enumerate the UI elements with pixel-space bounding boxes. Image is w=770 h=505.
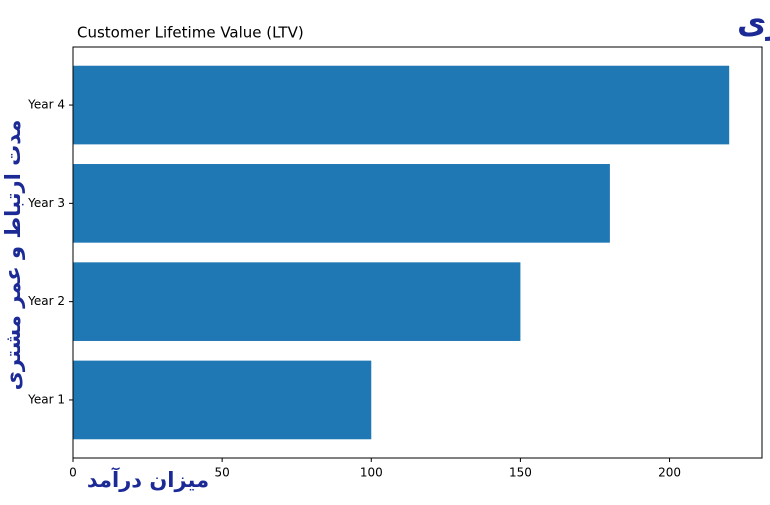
y-tick-label: Year 4 [27, 98, 65, 112]
bar [73, 65, 730, 145]
x-tick-label: 0 [69, 466, 77, 480]
bar [73, 164, 610, 243]
chart-title-fa: نمودار عمر و ماندگاری مشتری [737, 3, 770, 41]
y-axis-label: مدت ارتباط و عمر مشتری [1, 120, 25, 391]
x-tick-label: 150 [509, 466, 532, 480]
plot-frame [72, 46, 763, 459]
x-tick-label: 50 [214, 466, 229, 480]
x-tick-label: 100 [360, 466, 383, 480]
bar [73, 262, 521, 341]
chart-title: Customer Lifetime Value (LTV) [77, 24, 304, 42]
y-tick-label: Year 1 [27, 392, 65, 406]
x-tick-label: 200 [658, 466, 681, 480]
y-tick-label: Year 2 [27, 294, 65, 308]
y-tick-label: Year 3 [27, 196, 65, 210]
bar [73, 360, 372, 440]
x-axis-label: میزان درآمد [87, 467, 209, 492]
